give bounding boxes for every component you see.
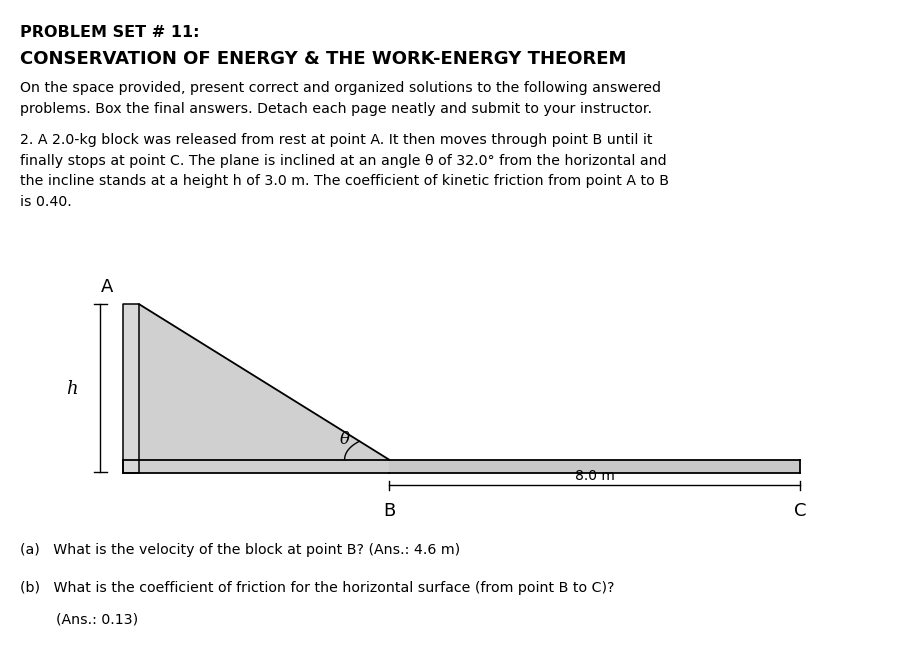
Text: PROBLEM SET # 11:: PROBLEM SET # 11: [20,25,200,40]
Text: B: B [383,501,395,519]
Text: On the space provided, present correct and organized solutions to the following : On the space provided, present correct a… [20,81,661,116]
Polygon shape [389,460,800,473]
Polygon shape [123,460,389,473]
Text: C: C [794,501,806,519]
Text: h: h [66,380,78,398]
Text: θ: θ [340,431,350,448]
Text: 8.0 m: 8.0 m [574,469,615,483]
Text: (Ans.: 0.13): (Ans.: 0.13) [20,613,138,627]
Text: A: A [101,278,114,296]
Polygon shape [139,304,389,473]
Polygon shape [123,304,139,473]
Text: CONSERVATION OF ENERGY & THE WORK-ENERGY THEOREM: CONSERVATION OF ENERGY & THE WORK-ENERGY… [20,50,627,68]
Text: (a)   What is the velocity of the block at point B? (Ans.: 4.6 m): (a) What is the velocity of the block at… [20,543,460,557]
Text: (b)   What is the coefficient of friction for the horizontal surface (from point: (b) What is the coefficient of friction … [20,581,615,595]
Text: 2. A 2.0-kg block was released from rest at point A. It then moves through point: 2. A 2.0-kg block was released from rest… [20,133,670,209]
